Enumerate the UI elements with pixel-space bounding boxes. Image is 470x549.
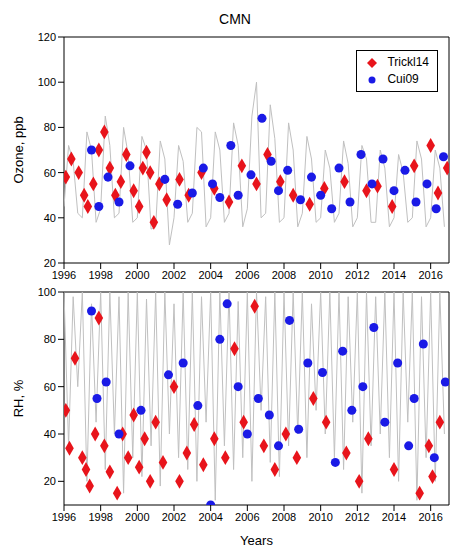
svg-text:2012: 2012 bbox=[345, 511, 369, 523]
svg-text:80: 80 bbox=[44, 121, 56, 133]
svg-text:2006: 2006 bbox=[235, 511, 259, 523]
svg-text:2004: 2004 bbox=[198, 269, 222, 281]
svg-text:60: 60 bbox=[44, 381, 56, 393]
svg-text:1998: 1998 bbox=[88, 511, 112, 523]
svg-text:2008: 2008 bbox=[272, 511, 296, 523]
svg-text:2004: 2004 bbox=[198, 511, 222, 523]
svg-text:2012: 2012 bbox=[345, 269, 369, 281]
svg-text:2016: 2016 bbox=[418, 269, 442, 281]
html-text:CMN: CMN bbox=[219, 11, 251, 27]
svg-text:2010: 2010 bbox=[308, 269, 332, 281]
svg-text:20: 20 bbox=[44, 257, 56, 269]
svg-text:2000: 2000 bbox=[125, 511, 149, 523]
svg-text:2002: 2002 bbox=[162, 511, 186, 523]
svg-text:Ozone, ppb: Ozone, ppb bbox=[11, 116, 26, 183]
svg-text:1996: 1996 bbox=[52, 269, 76, 281]
svg-text:100: 100 bbox=[38, 286, 56, 298]
svg-text:1998: 1998 bbox=[88, 269, 112, 281]
svg-text:2008: 2008 bbox=[272, 269, 296, 281]
svg-text:2014: 2014 bbox=[382, 511, 406, 523]
svg-text:2006: 2006 bbox=[235, 269, 259, 281]
svg-text:40: 40 bbox=[44, 212, 56, 224]
svg-text:1996: 1996 bbox=[52, 511, 76, 523]
svg-text:2016: 2016 bbox=[418, 511, 442, 523]
svg-text:40: 40 bbox=[44, 428, 56, 440]
svg-text:2000: 2000 bbox=[125, 269, 149, 281]
html-text:Trickl14: Trickl14 bbox=[387, 55, 429, 69]
html-text:Cui09: Cui09 bbox=[387, 72, 419, 86]
svg-text:80: 80 bbox=[44, 333, 56, 345]
svg-text:100: 100 bbox=[38, 76, 56, 88]
svg-text:60: 60 bbox=[44, 167, 56, 179]
svg-text:RH, %: RH, % bbox=[11, 379, 26, 417]
svg-text:120: 120 bbox=[38, 31, 56, 43]
svg-text:2010: 2010 bbox=[308, 511, 332, 523]
svg-text:Years: Years bbox=[240, 533, 273, 547]
svg-text:20: 20 bbox=[44, 475, 56, 487]
svg-text:2014: 2014 bbox=[382, 269, 406, 281]
svg-text:2002: 2002 bbox=[162, 269, 186, 281]
